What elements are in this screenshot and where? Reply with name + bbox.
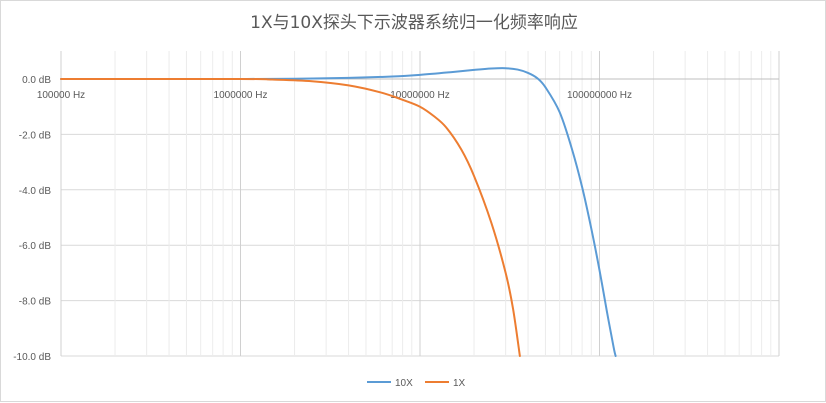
x-tick-label: 1000000 Hz [214,90,268,101]
legend-label-10x: 10X [395,378,413,389]
y-tick-label: -4.0 dB [19,186,52,197]
grid-lines [60,51,780,357]
x-tick-label: 100000 Hz [37,90,85,101]
series-lines [60,67,617,357]
series-line-1x [60,77,521,357]
y-tick-label: -8.0 dB [19,297,52,308]
series-line-10x [60,67,617,357]
chart-title: 1X与10X探头下示波器系统归一化频率响应 [250,13,578,33]
y-tick-label: -6.0 dB [19,241,52,252]
legend: 10X 1X [367,378,466,389]
legend-label-1x: 1X [453,378,466,389]
y-tick-label: -2.0 dB [19,130,52,141]
x-tick-label: 10000000 Hz [390,90,450,101]
x-axis-ticks: 100000 Hz 1000000 Hz 10000000 Hz 100000000 … [37,90,632,101]
x-tick-label: 100000000 Hz [567,90,632,101]
y-axis-ticks: 0.0 dB -2.0 dB -4.0 dB -6.0 dB -8.0 dB -10.0 … [13,75,51,363]
y-tick-label: 0.0 dB [22,75,51,86]
y-tick-label: -10.0 dB [13,352,51,363]
